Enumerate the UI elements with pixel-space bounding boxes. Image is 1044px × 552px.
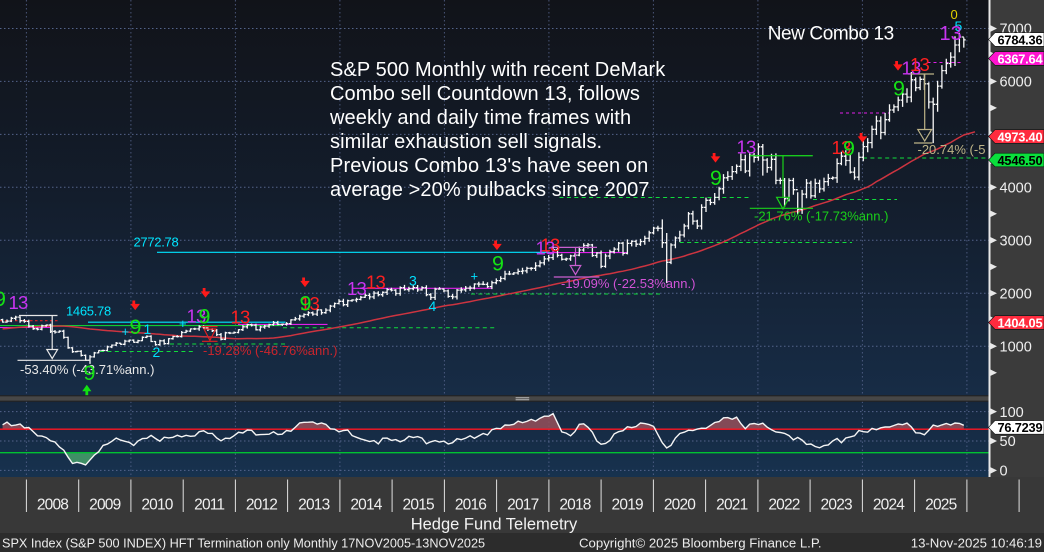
svg-text:76.7239: 76.7239 — [998, 420, 1043, 435]
svg-text:4546.50: 4546.50 — [998, 153, 1043, 168]
svg-text:4973.40: 4973.40 — [998, 129, 1043, 144]
svg-text:2016: 2016 — [455, 497, 486, 514]
svg-text:0: 0 — [951, 7, 958, 22]
svg-text:9: 9 — [130, 315, 142, 339]
svg-text:2009: 2009 — [89, 497, 120, 514]
svg-text:6000: 6000 — [1000, 75, 1032, 91]
svg-text:Previous Combo 13's have seen: Previous Combo 13's have seen on — [330, 155, 648, 177]
svg-text:2015: 2015 — [403, 497, 434, 514]
svg-text:13: 13 — [832, 137, 851, 158]
svg-text:13: 13 — [940, 23, 962, 45]
svg-text:similar exhaustion sell signal: similar exhaustion sell signals. — [330, 131, 602, 153]
svg-text:3000: 3000 — [1000, 234, 1032, 250]
svg-text:13: 13 — [231, 307, 250, 328]
svg-text:3: 3 — [409, 273, 417, 289]
svg-text:2010: 2010 — [141, 497, 173, 514]
svg-text:1000: 1000 — [1000, 339, 1032, 355]
svg-text:4: 4 — [429, 298, 437, 314]
svg-text:2000: 2000 — [1000, 286, 1032, 302]
svg-text:2013: 2013 — [298, 497, 329, 514]
svg-text:13: 13 — [541, 235, 560, 256]
svg-text:2023: 2023 — [821, 497, 852, 514]
svg-text:2772.78: 2772.78 — [134, 235, 179, 250]
svg-text:Combo sell Countdown 13, follo: Combo sell Countdown 13, follows — [330, 83, 640, 105]
svg-text:6367.64: 6367.64 — [998, 51, 1044, 66]
svg-text:13-Nov-2025 10:46:19: 13-Nov-2025 10:46:19 — [911, 536, 1042, 551]
svg-text:2018: 2018 — [559, 497, 590, 514]
svg-text:9: 9 — [0, 287, 6, 311]
svg-text:New Combo 13: New Combo 13 — [768, 24, 894, 45]
svg-text:50: 50 — [1000, 434, 1016, 450]
svg-text:+: + — [179, 316, 187, 331]
svg-text:Hedge Fund Telemetry: Hedge Fund Telemetry — [411, 516, 578, 534]
svg-text:9: 9 — [710, 166, 722, 190]
svg-text:+: + — [122, 324, 130, 339]
svg-text:1404.05: 1404.05 — [998, 315, 1043, 330]
svg-text:2: 2 — [153, 344, 161, 360]
svg-text:-19.28% (-46.76%ann.): -19.28% (-46.76%ann.) — [203, 343, 337, 358]
svg-text:S&P 500 Monthly with recent De: S&P 500 Monthly with recent DeMark — [330, 59, 666, 81]
svg-text:+: + — [471, 269, 479, 284]
svg-text:2025: 2025 — [925, 497, 956, 514]
svg-text:4000: 4000 — [1000, 181, 1032, 197]
svg-text:1465.78: 1465.78 — [66, 304, 111, 319]
svg-text:13: 13 — [187, 306, 206, 327]
svg-text:6784.36: 6784.36 — [998, 32, 1043, 47]
svg-text:13: 13 — [300, 293, 319, 314]
svg-text:100: 100 — [1000, 405, 1024, 421]
svg-text:13: 13 — [536, 238, 555, 259]
svg-text:2017: 2017 — [507, 497, 538, 514]
svg-text:2011: 2011 — [194, 497, 224, 514]
svg-text:-21.76% (-17.73%ann.): -21.76% (-17.73%ann.) — [754, 209, 888, 224]
svg-text:SPX Index (S&P 500 INDEX) HFT: SPX Index (S&P 500 INDEX) HFT Terminatio… — [2, 537, 485, 551]
svg-text:weekly and daily time frames w: weekly and daily time frames with — [329, 107, 631, 129]
svg-text:-20.74% (-5: -20.74% (-5 — [918, 142, 986, 157]
svg-text:-19.09% (-22.53%ann.): -19.09% (-22.53%ann.) — [561, 276, 695, 291]
svg-text:2008: 2008 — [37, 497, 68, 514]
svg-text:9: 9 — [492, 252, 504, 276]
svg-text:2024: 2024 — [873, 497, 905, 514]
svg-text:13: 13 — [737, 137, 756, 158]
svg-text:2014: 2014 — [350, 497, 382, 514]
svg-text:9: 9 — [300, 292, 312, 316]
svg-text:9: 9 — [199, 305, 211, 329]
svg-text:average >20% pulbacks since 20: average >20% pulbacks since 2007 — [330, 179, 650, 201]
svg-text:13: 13 — [9, 292, 28, 313]
svg-text:2019: 2019 — [612, 497, 643, 514]
svg-text:13: 13 — [910, 54, 929, 75]
svg-text:0: 0 — [1000, 464, 1008, 480]
svg-text:9: 9 — [84, 361, 96, 385]
svg-text:2012: 2012 — [246, 497, 277, 514]
svg-text:5: 5 — [955, 18, 963, 34]
svg-text:13: 13 — [366, 272, 385, 293]
svg-text:2020: 2020 — [664, 497, 696, 514]
svg-text:9: 9 — [893, 77, 905, 101]
svg-text:-53.40% (-43.71%ann.): -53.40% (-43.71%ann.) — [20, 362, 154, 377]
svg-text:Copyright© 2025 Bloomberg Fina: Copyright© 2025 Bloomberg Finance L.P. — [579, 536, 822, 551]
svg-text:13: 13 — [347, 278, 366, 299]
svg-text:1: 1 — [144, 321, 152, 337]
svg-text:9: 9 — [843, 137, 855, 161]
svg-text:13: 13 — [902, 58, 921, 79]
svg-text:2021: 2021 — [716, 497, 747, 514]
svg-text:2022: 2022 — [768, 497, 799, 514]
